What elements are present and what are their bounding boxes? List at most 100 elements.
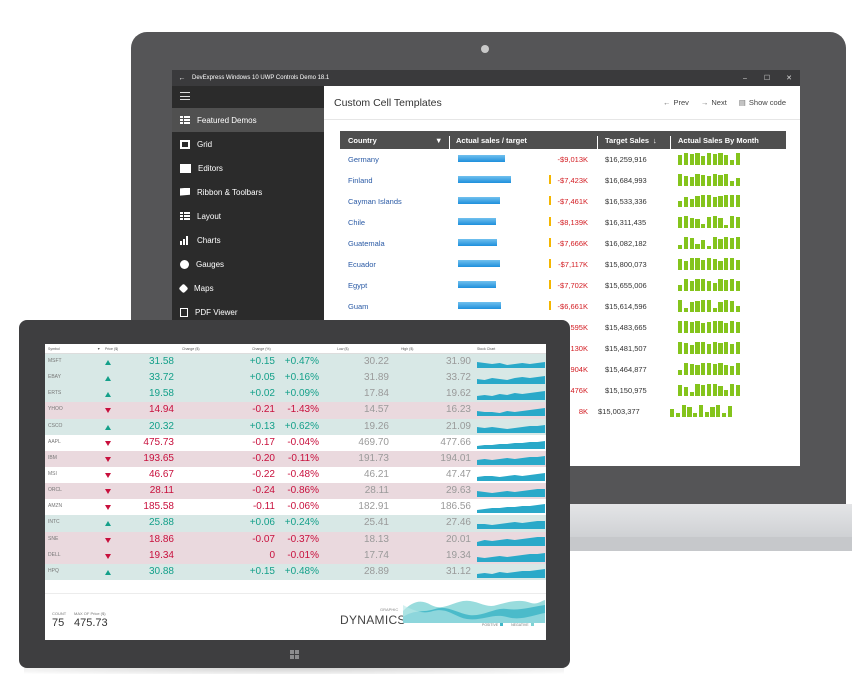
hamburger-menu-icon[interactable] (180, 92, 190, 100)
high-cell: 29.63 (445, 485, 471, 497)
sidebar-item-editors[interactable]: Editors (172, 156, 324, 180)
column-header-change[interactable]: Change ($) (182, 347, 200, 351)
sort-descending-icon[interactable]: ↓ (653, 136, 657, 145)
sidebar-item-gauges[interactable]: Gauges (172, 252, 324, 276)
grid-row[interactable]: Egypt -$7,702K $15,655,006 (340, 275, 786, 296)
target-sales-cell: $15,655,006 (605, 281, 647, 290)
close-button[interactable]: ✕ (786, 75, 792, 82)
stock-row[interactable]: ORCL 28.11 -0.24 -0.86% 28.11 29.63 (45, 483, 546, 500)
column-header-high[interactable]: High ($) (401, 347, 414, 351)
sidebar-item-grid[interactable]: Grid (172, 132, 324, 156)
symbol-cell: ERTS (48, 390, 62, 397)
next-button[interactable]: → Next (701, 98, 727, 107)
target-sales-cell: $15,150,975 (605, 386, 647, 395)
minimize-button[interactable]: – (743, 74, 747, 82)
windows-logo-icon[interactable] (290, 650, 299, 659)
webcam-icon (481, 45, 489, 53)
trend-down-icon (105, 472, 111, 478)
column-header-price[interactable]: Price ($) (105, 347, 119, 351)
grid-row[interactable]: Guatemala -$7,666K $16,082,182 (340, 233, 786, 254)
column-header-low[interactable]: Low ($) (337, 347, 349, 351)
trend-up-icon (105, 376, 111, 382)
high-cell: 16.23 (445, 404, 471, 416)
spark-bar (695, 342, 700, 354)
prev-button[interactable]: ← Prev (663, 98, 689, 107)
low-cell: 28.89 (363, 565, 389, 577)
trend-down-icon (105, 537, 111, 543)
filter-icon[interactable]: ▼ (97, 347, 101, 351)
sidebar-item-ribbon-toolbars[interactable]: Ribbon & Toolbars (172, 180, 324, 204)
laptop-base-shadow (560, 537, 852, 551)
symbol-cell: AAPL (48, 438, 61, 445)
grid-row[interactable]: Ecuador -$7,117K $15,800,073 (340, 254, 786, 275)
spark-bar (735, 385, 740, 396)
grid-row[interactable]: 130K $15,481,507 (340, 338, 786, 359)
spark-bar (695, 219, 700, 228)
grid-row[interactable]: Germany -$9,013K $16,259,916 (340, 149, 786, 170)
stock-row[interactable]: MSI 46.67 -0.22 -0.48% 46.21 47.47 (45, 466, 546, 484)
spark-bar (724, 390, 729, 396)
column-header-target-sales[interactable]: Target Sales (605, 136, 650, 145)
column-header-country[interactable]: Country (348, 136, 377, 145)
spark-bar (683, 321, 688, 333)
left-arrow-icon: ← (662, 98, 671, 107)
sidebar-item-featured-demos[interactable]: Featured Demos (172, 108, 324, 132)
change-percent-cell: -0.01% (287, 549, 319, 561)
layout-icon (180, 211, 190, 221)
stock-row[interactable]: SNE 18.86 -0.07 -0.37% 18.13 20.01 (45, 531, 546, 548)
spark-bar (712, 174, 717, 186)
stock-row[interactable]: YHOO 14.94 -0.21 -1.43% 14.57 16.23 (45, 402, 546, 419)
spark-bar (730, 238, 735, 249)
grid-row[interactable]: Finland -$7,423K $16,684,993 (340, 170, 786, 191)
grid-row[interactable]: 8K $15,003,377 (340, 401, 786, 422)
stock-row[interactable]: CSCO 20.32 +0.13 +0.62% 19.26 21.09 (45, 418, 546, 435)
high-cell: 47.47 (445, 468, 471, 480)
grid-row[interactable]: 595K $15,483,665 (340, 317, 786, 338)
stock-row[interactable]: MSFT 31.58 +0.15 +0.47% 30.22 31.90 (45, 354, 546, 371)
trend-down-icon (105, 553, 111, 559)
show-code-button[interactable]: ▤ Show code (739, 98, 786, 107)
stock-row[interactable]: INTC 25.88 +0.06 +0.24% 25.41 27.46 (45, 515, 546, 532)
high-cell: 33.72 (445, 372, 471, 384)
sidebar-item-pdf-viewer[interactable]: PDF Viewer (172, 300, 324, 324)
stock-row[interactable]: IBM 193.65 -0.20 -0.11% 191.73 194.01 (45, 450, 546, 467)
actual-vs-target-cell: -$7,666K (557, 239, 588, 248)
column-header-stock-chart[interactable]: Stock Chart (477, 347, 496, 351)
target-sales-cell: $16,259,916 (605, 155, 647, 164)
pdf-icon (180, 307, 188, 317)
filter-icon[interactable]: ▼ (435, 136, 443, 145)
grid-row[interactable]: Guam -$6,661K $15,614,596 (340, 296, 786, 317)
stock-grid-body: MSFT 31.58 +0.15 +0.47% 30.22 31.90 EBAY 33.72 +… (45, 354, 546, 580)
change-percent-cell: +0.09% (284, 388, 319, 400)
back-arrow-icon[interactable]: ← (178, 74, 186, 82)
spark-bar (678, 300, 683, 312)
stock-row[interactable]: DELL 19.34 0 -0.01% 17.74 19.34 (45, 547, 546, 564)
change-cell: -0.24 (252, 485, 275, 497)
trend-up-icon (105, 360, 111, 365)
sidebar-item-charts[interactable]: Charts (172, 228, 324, 252)
sidebar-item-layout[interactable]: Layout (172, 204, 324, 228)
grid-row[interactable]: Cayman Islands -$7,461K $16,533,336 (340, 191, 786, 212)
column-header-monthly-sales[interactable]: Actual Sales By Month (678, 136, 759, 145)
price-cell: 28.11 (149, 485, 174, 497)
column-header-symbol[interactable]: Symbol (48, 347, 60, 351)
maximize-button[interactable]: ☐ (763, 75, 771, 82)
grid-row[interactable]: 476K $15,150,975 (340, 380, 786, 401)
stock-row[interactable]: AAPL 475.73 -0.17 -0.04% 469.70 477.66 (45, 434, 546, 451)
stock-row[interactable]: ERTS 19.58 +0.02 +0.09% 17.84 19.62 (45, 386, 546, 403)
stock-row[interactable]: AMZN 185.58 -0.11 -0.06% 182.91 186.56 (45, 499, 546, 516)
grid-row[interactable]: Chile -$8,139K $16,311,435 (340, 212, 786, 233)
sales-progress-bar (458, 197, 500, 204)
column-header-change-percent[interactable]: Change (%) (252, 347, 271, 351)
spark-bar (683, 176, 688, 186)
stock-row[interactable]: HPQ 30.88 +0.15 +0.48% 28.89 31.12 (45, 563, 546, 580)
trend-down-icon (105, 505, 111, 511)
sidebar-item-label: Charts (197, 235, 221, 245)
column-header-actual-vs-target[interactable]: Actual sales / target (456, 136, 527, 145)
sidebar-item-maps[interactable]: Maps (172, 276, 324, 300)
grid-row[interactable]: 904K $15,464,877 (340, 359, 786, 380)
spark-bar (704, 412, 709, 417)
high-cell: 19.62 (445, 388, 471, 400)
stock-row[interactable]: EBAY 33.72 +0.05 +0.16% 31.89 33.72 (45, 370, 546, 387)
